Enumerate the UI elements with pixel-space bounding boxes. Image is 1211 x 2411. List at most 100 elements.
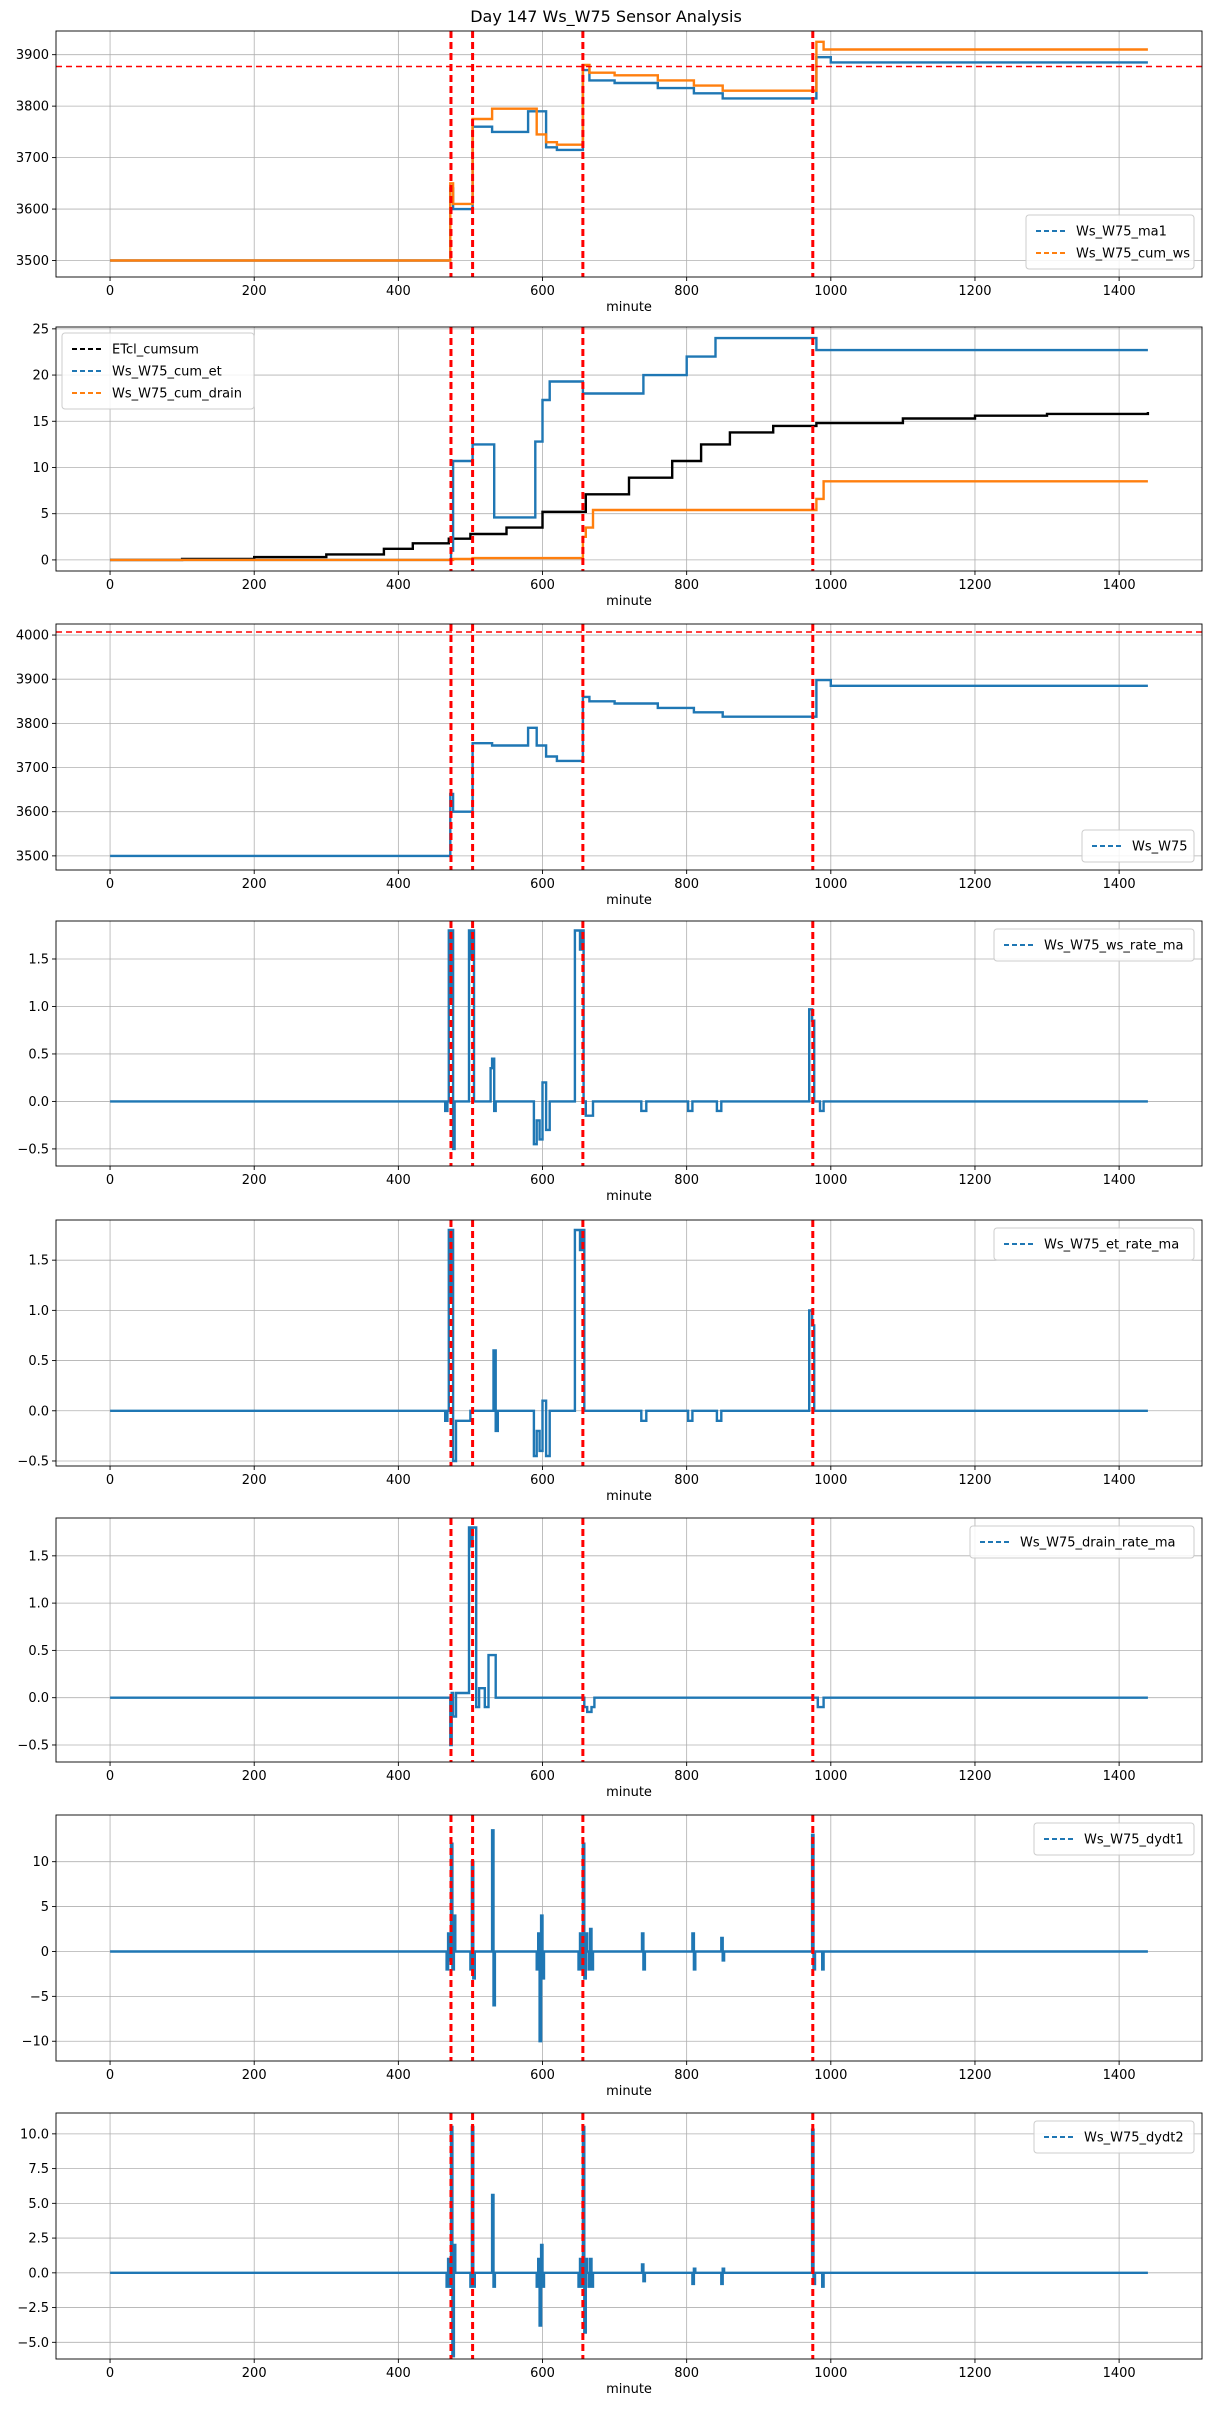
x-tick-label: 0 <box>106 578 114 593</box>
y-tick-label: 25 <box>32 322 49 337</box>
plot-area <box>56 624 1202 870</box>
x-axis-label: minute <box>606 594 652 609</box>
x-tick-label: 1000 <box>814 877 847 892</box>
axes-frame <box>55 623 1203 871</box>
x-tick-label: 600 <box>530 284 555 299</box>
x-tick-label: 400 <box>386 1173 411 1188</box>
x-axis-label: minute <box>606 2382 652 2397</box>
x-tick-label: 400 <box>386 1473 411 1488</box>
legend-label: Ws_W75_drain_rate_ma <box>1020 1536 1175 1551</box>
y-tick-label: 0.0 <box>28 1095 49 1110</box>
y-tick-label: 15 <box>32 415 49 430</box>
legend-box <box>993 1227 1195 1261</box>
chart-panel-4: 0 200 400 600 800 1000 1200 1400 −0.5 0.0 0.5 1.0 1.… <box>17 920 1203 1204</box>
y-tick-label: 3900 <box>16 48 49 63</box>
x-tick-label: 1000 <box>814 578 847 593</box>
legend-box <box>1025 214 1195 270</box>
axes-frame <box>55 1517 1203 1763</box>
plot-area <box>56 31 1202 277</box>
x-tick-label: 400 <box>386 877 411 892</box>
x-tick-label: 200 <box>242 578 267 593</box>
x-tick-label: 200 <box>242 284 267 299</box>
legend: Ws_W75_dydt2 <box>1033 2120 1195 2154</box>
y-tick-label: 3800 <box>16 717 49 732</box>
legend-box <box>1033 2120 1195 2154</box>
x-tick-label: 1400 <box>1103 578 1136 593</box>
legend-box <box>1081 829 1195 863</box>
x-tick-label: 1400 <box>1103 1769 1136 1784</box>
x-tick-label: 1000 <box>814 2068 847 2083</box>
y-tick-label: 5 <box>41 1900 49 1915</box>
x-tick-label: 1200 <box>958 1473 991 1488</box>
chart-panel-6: 0 200 400 600 800 1000 1200 1400 −0.5 0.0 0.5 1.0 1.… <box>17 1517 1203 1800</box>
series-line-Ws_W75_drain_rate_ma <box>110 1526 1148 1747</box>
legend-label: Ws_W75_ws_rate_ma <box>1044 939 1183 954</box>
legend-label: Ws_W75_cum_et <box>112 365 222 380</box>
legend-label: Ws_W75_et_rate_ma <box>1044 1238 1179 1253</box>
x-tick-label: 200 <box>242 1769 267 1784</box>
y-tick-label: −5 <box>30 1990 49 2005</box>
y-tick-label: 3500 <box>16 849 49 864</box>
legend-label: Ws_W75 <box>1132 840 1188 855</box>
y-tick-label: 0 <box>41 1945 49 1960</box>
y-tick-label: 3900 <box>16 673 49 688</box>
axes-frame <box>55 30 1203 278</box>
figure-title: Day 147 Ws_W75 Sensor Analysis <box>470 7 742 27</box>
x-tick-label: 0 <box>106 1173 114 1188</box>
legend-box <box>1033 1822 1195 1856</box>
axes-frame <box>55 1814 1203 2062</box>
x-tick-label: 600 <box>530 877 555 892</box>
y-tick-label: 10 <box>32 1855 49 1870</box>
x-tick-label: 1200 <box>958 578 991 593</box>
y-tick-label: 0.0 <box>28 1691 49 1706</box>
x-tick-label: 1400 <box>1103 1473 1136 1488</box>
y-tick-label: −0.5 <box>17 1142 49 1157</box>
plot-area <box>110 921 1148 1166</box>
chart-panel-3: 0 200 400 600 800 1000 1200 1400 3500 3600 3700 380… <box>16 623 1203 908</box>
axes-frame <box>55 920 1203 1167</box>
series-line-Ws_W75_cum_ws <box>110 40 1148 262</box>
legend: Ws_W75_ws_rate_ma <box>993 928 1195 962</box>
y-tick-label: 4000 <box>16 629 49 644</box>
x-tick-label: 400 <box>386 2366 411 2381</box>
y-tick-label: 3700 <box>16 761 49 776</box>
x-tick-label: 0 <box>106 1769 114 1784</box>
x-tick-label: 400 <box>386 2068 411 2083</box>
x-tick-label: 0 <box>106 284 114 299</box>
chart-panel-5: 0 200 400 600 800 1000 1200 1400 −0.5 0.0 0.5 1.0 1.… <box>17 1219 1203 1504</box>
legend-box <box>61 332 255 410</box>
x-tick-label: 1400 <box>1103 2068 1136 2083</box>
x-tick-label: 1200 <box>958 2366 991 2381</box>
x-axis-label: minute <box>606 1489 652 1504</box>
y-tick-label: 1.0 <box>28 1000 49 1015</box>
y-tick-label: 1.5 <box>28 1549 49 1564</box>
y-tick-label: −0.5 <box>17 1454 49 1469</box>
x-tick-label: 1400 <box>1103 1173 1136 1188</box>
x-tick-label: 1200 <box>958 2068 991 2083</box>
chart-panel-1: 0 200 400 600 800 1000 1200 1400 3500 3600 3700 380… <box>16 30 1203 315</box>
x-tick-label: 200 <box>242 1173 267 1188</box>
x-tick-label: 1000 <box>814 1173 847 1188</box>
series-line-Ws_W75_ws_rate_ma <box>110 929 1148 1151</box>
y-tick-label: 3600 <box>16 805 49 820</box>
legend-label: Ws_W75_dydt1 <box>1084 1833 1184 1848</box>
y-tick-label: −10 <box>22 2035 49 2050</box>
y-tick-label: 5 <box>41 507 49 522</box>
legend-label: Ws_W75_ma1 <box>1076 225 1167 240</box>
y-tick-label: 3800 <box>16 100 49 115</box>
y-tick-label: 0.5 <box>28 1047 49 1062</box>
x-tick-label: 800 <box>674 578 699 593</box>
chart-panel-8: 0 200 400 600 800 1000 1200 1400 −5.0 −2.5 0.0 2.5 5… <box>17 2112 1203 2397</box>
x-tick-label: 1200 <box>958 1769 991 1784</box>
y-tick-label: 3500 <box>16 254 49 269</box>
x-axis-label: minute <box>606 1189 652 1204</box>
y-tick-label: 20 <box>32 369 49 384</box>
x-axis-label: minute <box>606 893 652 908</box>
x-tick-label: 800 <box>674 1769 699 1784</box>
plot-area <box>110 1518 1148 1762</box>
x-tick-label: 800 <box>674 2068 699 2083</box>
x-tick-label: 1200 <box>958 1173 991 1188</box>
legend: Ws_W75_dydt1 <box>1033 1822 1195 1856</box>
x-tick-label: 600 <box>530 2068 555 2083</box>
y-tick-label: 5.0 <box>28 2197 49 2212</box>
